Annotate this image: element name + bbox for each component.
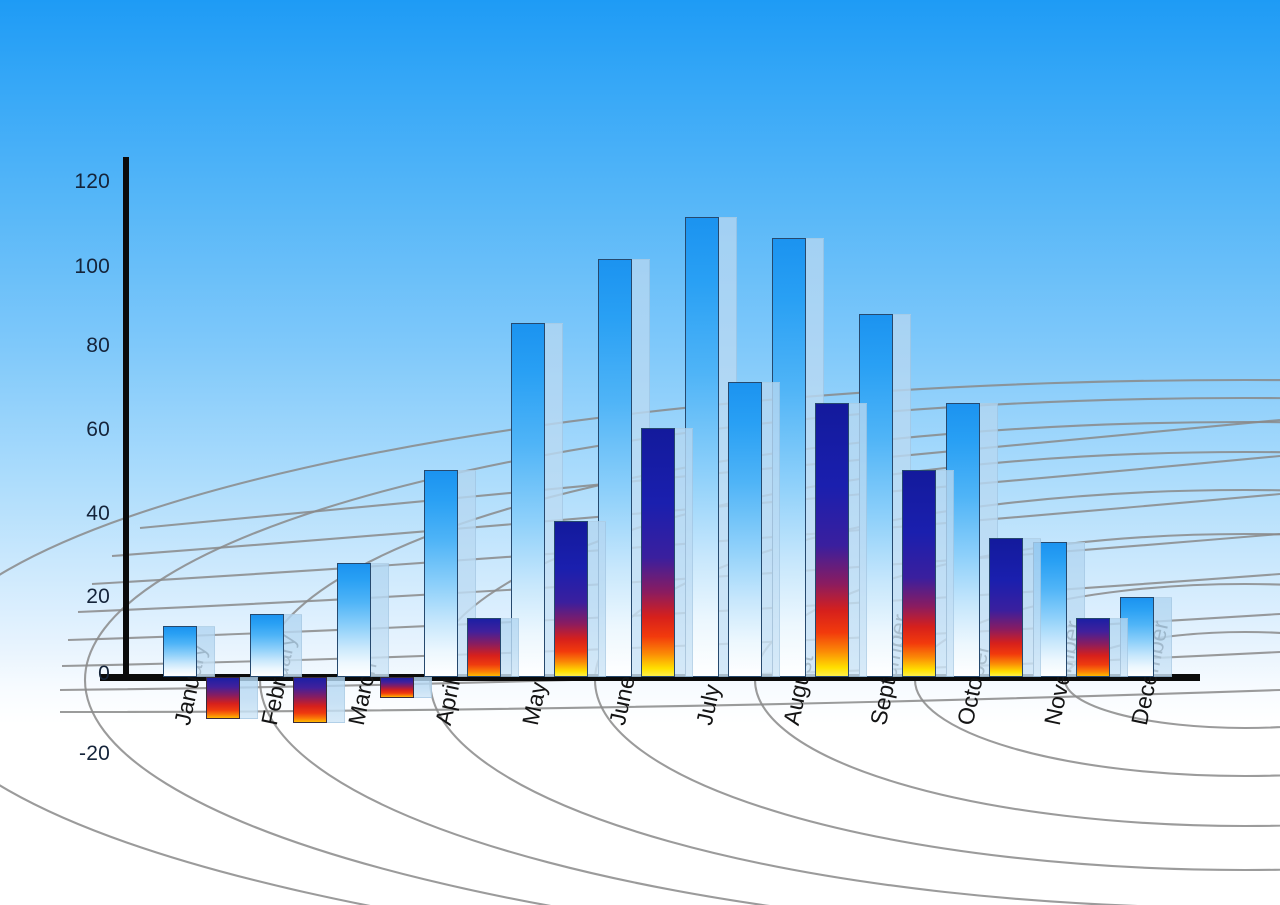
y-tick-40: 40 bbox=[86, 502, 110, 525]
bar-january-series1[interactable] bbox=[163, 626, 215, 677]
x-axis-zero-line bbox=[100, 674, 1200, 681]
bar-march-series1[interactable] bbox=[337, 563, 389, 677]
bar-august-series2[interactable] bbox=[815, 402, 867, 677]
bar-face bbox=[989, 537, 1023, 677]
y-tick-60: 60 bbox=[86, 418, 110, 441]
x-label-april: April bbox=[430, 676, 465, 728]
x-label-may: May bbox=[517, 679, 552, 728]
x-label-june: June bbox=[604, 673, 640, 728]
bar-april-series2[interactable] bbox=[467, 617, 519, 677]
bar-face bbox=[815, 402, 849, 677]
bar-face bbox=[163, 626, 197, 677]
bar-july-series2[interactable] bbox=[728, 381, 780, 677]
bar-face bbox=[250, 613, 284, 677]
bar-face bbox=[293, 677, 327, 724]
y-tick-20: 20 bbox=[86, 585, 110, 608]
bar-face bbox=[641, 428, 675, 677]
bar-november-series2[interactable] bbox=[1076, 617, 1128, 677]
y-tick-neg20: -20 bbox=[79, 742, 110, 765]
bar-june-series2[interactable] bbox=[641, 428, 693, 677]
bar-january-series2[interactable] bbox=[206, 677, 258, 720]
bar-september-series2[interactable] bbox=[902, 470, 954, 677]
bar-december-series1[interactable] bbox=[1120, 596, 1172, 677]
bar-face bbox=[206, 677, 240, 720]
bar-face bbox=[380, 677, 414, 699]
bar-october-series2[interactable] bbox=[989, 537, 1041, 677]
bar-face bbox=[337, 563, 371, 677]
y-axis-line bbox=[123, 157, 129, 679]
bar-may-series2[interactable] bbox=[554, 520, 606, 677]
bar-february-series2[interactable] bbox=[293, 677, 345, 724]
bar-face bbox=[728, 381, 762, 677]
bar-face bbox=[554, 520, 588, 677]
y-tick-0: 0 bbox=[98, 662, 110, 685]
y-tick-120: 120 bbox=[74, 170, 110, 193]
bar-march-series2[interactable] bbox=[380, 677, 432, 699]
x-label-july: July bbox=[691, 681, 725, 728]
bar-face bbox=[424, 470, 458, 677]
y-tick-80: 80 bbox=[86, 334, 110, 357]
bar-face bbox=[467, 617, 501, 677]
bar-february-series1[interactable] bbox=[250, 613, 302, 677]
bar-face bbox=[1076, 617, 1110, 677]
y-tick-100: 100 bbox=[74, 255, 110, 278]
bar-face bbox=[902, 470, 936, 677]
